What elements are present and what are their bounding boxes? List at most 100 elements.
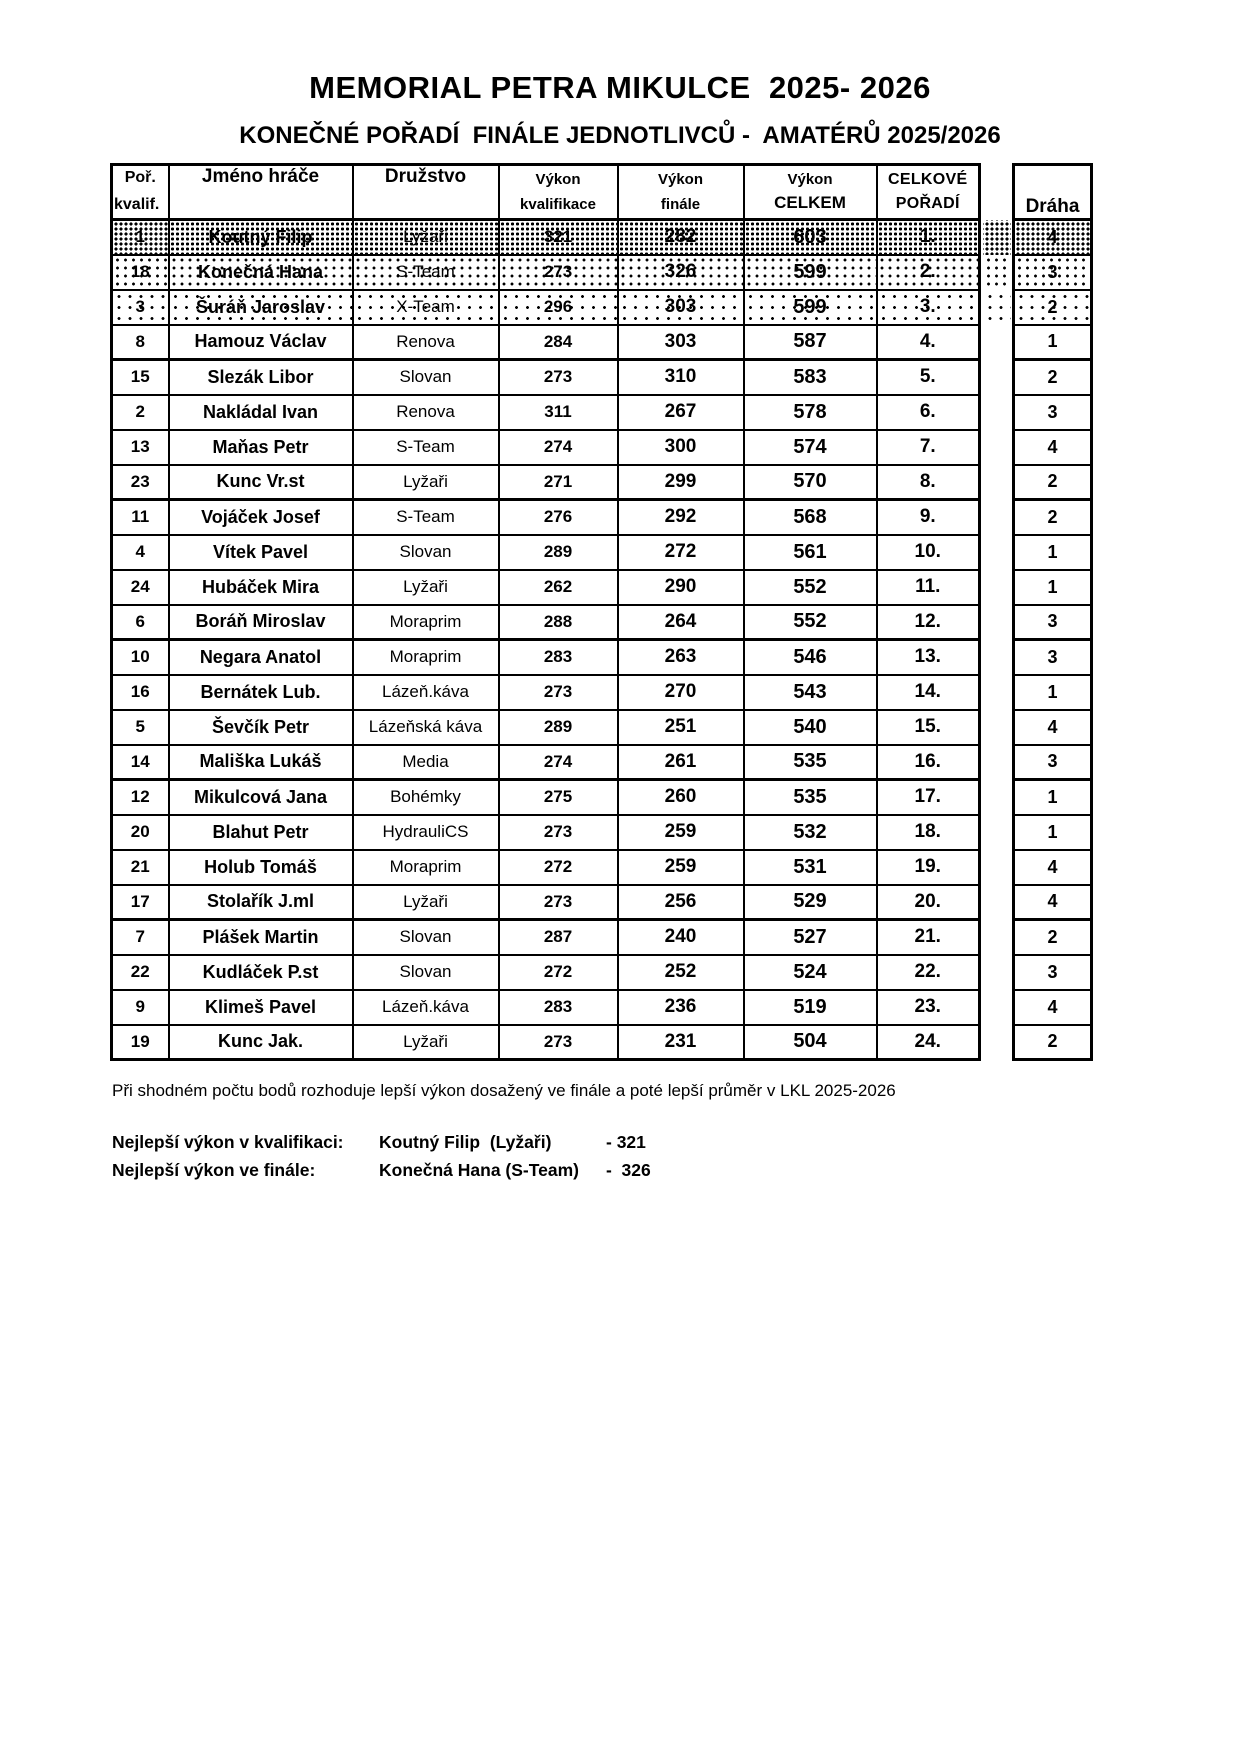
lane-row: 4 xyxy=(1012,988,1093,1026)
player-name-cell: Bernátek Lub. xyxy=(167,673,354,711)
gap-cell xyxy=(983,675,1011,710)
final-score-cell: 264 xyxy=(616,603,745,641)
final-score-cell: 252 xyxy=(616,953,745,991)
total-score-cell: 535 xyxy=(742,743,878,781)
gap-row xyxy=(983,605,1011,640)
table-row: 4 Vítek Pavel Slovan 289 272 561 10. xyxy=(110,533,981,571)
team-cell: HydrauliCS xyxy=(351,813,500,851)
table-row: 5 Ševčík Petr Lázeňská káva 289 251 540 15. xyxy=(110,708,981,746)
team-cell: S-Team xyxy=(351,428,500,466)
qualification-score-cell: 284 xyxy=(497,323,619,361)
lane-row: 1 xyxy=(1012,813,1093,851)
player-name-cell: Mikulcová Jana xyxy=(167,778,354,816)
table-row: 3 Šuráň Jaroslav X-Team 296 303 599 3. xyxy=(110,288,981,326)
best-final-label: Nejlepší výkon ve finále: xyxy=(112,1160,316,1180)
lane-header-row: Dráha xyxy=(1012,163,1093,221)
lane-row: 3 xyxy=(1012,603,1093,641)
overall-rank-cell: 11. xyxy=(875,568,981,606)
lane-cell: 2 xyxy=(1012,498,1093,536)
gap-row xyxy=(982,219,1011,255)
overall-rank-cell: 12. xyxy=(875,603,981,641)
total-score-cell: 543 xyxy=(742,673,878,711)
player-name-cell: Plášek Martin xyxy=(167,918,354,956)
table-row: 16 Bernátek Lub. Lázeň.káva 273 270 543 14. xyxy=(110,673,981,711)
final-score-cell: 290 xyxy=(616,568,745,606)
table-row: 1 Koutný Filip Lyžaři 321 282 603 1. xyxy=(110,218,981,256)
gap-cell xyxy=(983,535,1011,570)
qualifying-rank-cell: 17 xyxy=(110,883,170,921)
qualification-score-cell: 273 xyxy=(497,883,619,921)
final-score-cell: 236 xyxy=(616,988,745,1026)
table-row: 22 Kudláček P.st Slovan 272 252 524 22. xyxy=(110,953,981,991)
best-final-value: - 326 xyxy=(606,1160,651,1180)
gap-row xyxy=(983,990,1011,1025)
table-row: 23 Kunc Vr.st Lyžaři 271 299 570 8. xyxy=(110,463,981,501)
qualification-score-cell: 276 xyxy=(497,498,619,536)
gap-strip-body xyxy=(982,219,1011,1060)
gap-row xyxy=(983,815,1011,850)
qualifying-rank-cell: 18 xyxy=(110,253,170,291)
player-name-cell: Hamouz Václav xyxy=(167,323,354,361)
player-name-cell: Koutný Filip xyxy=(167,218,354,256)
gap-row xyxy=(983,325,1011,360)
lane-row: 1 xyxy=(1012,533,1093,571)
qualifying-rank-cell: 10 xyxy=(110,638,170,676)
gap-row xyxy=(983,570,1011,605)
table-row: 18 Konečná Hana S-Team 273 326 599 2. xyxy=(110,253,981,291)
qualifying-rank-cell: 6 xyxy=(110,603,170,641)
lane-cell: 3 xyxy=(1012,603,1093,641)
best-qualification-value: - 321 xyxy=(606,1132,646,1152)
overall-rank-cell: 9. xyxy=(875,498,981,536)
lane-cell: 4 xyxy=(1012,883,1093,921)
qualifying-rank-cell: 11 xyxy=(110,498,170,536)
lane-cell: 3 xyxy=(1012,953,1093,991)
final-score-cell: 299 xyxy=(616,463,745,501)
final-score-cell: 259 xyxy=(616,813,745,851)
lane-row: 3 xyxy=(1012,253,1093,291)
overall-rank-cell: 2. xyxy=(875,253,981,291)
table-row: 19 Kunc Jak. Lyžaři 273 231 504 24. xyxy=(110,1023,981,1061)
total-score-cell: 599 xyxy=(742,288,878,326)
gap-row xyxy=(983,920,1011,955)
table-row: 20 Blahut Petr HydrauliCS 273 259 532 18. xyxy=(110,813,981,851)
lane-cell: 2 xyxy=(1012,918,1093,956)
final-score-cell: 260 xyxy=(616,778,745,816)
gap-row xyxy=(983,430,1011,465)
final-score-cell: 251 xyxy=(616,708,745,746)
final-score-cell: 300 xyxy=(616,428,745,466)
team-cell: Bohémky xyxy=(351,778,500,816)
overall-rank-cell: 14. xyxy=(875,673,981,711)
final-score-cell: 231 xyxy=(616,1023,745,1061)
qualifying-rank-cell: 21 xyxy=(110,848,170,886)
qualification-score-cell: 273 xyxy=(497,1023,619,1061)
qualification-score-cell: 262 xyxy=(497,568,619,606)
player-name-cell: Konečná Hana xyxy=(167,253,354,291)
results-table-body: 1 Koutný Filip Lyžaři 321 282 603 1. 18 Konečná … xyxy=(110,218,981,1061)
overall-rank-cell: 10. xyxy=(875,533,981,571)
final-score-cell: 310 xyxy=(616,358,745,396)
overall-rank-cell: 21. xyxy=(875,918,981,956)
final-score-cell: 256 xyxy=(616,883,745,921)
header-row: Poř. kvalif. Jméno hráče Družstvo Výkon … xyxy=(110,163,981,221)
qualifying-rank-cell: 16 xyxy=(110,673,170,711)
table-row: 10 Negara Anatol Moraprim 283 263 546 13. xyxy=(110,638,981,676)
qualification-score-cell: 287 xyxy=(497,918,619,956)
gap-row xyxy=(983,885,1011,920)
lane-cell: 2 xyxy=(1012,358,1093,396)
lane-row: 1 xyxy=(1012,673,1093,711)
final-score-cell: 263 xyxy=(616,638,745,676)
total-score-cell: 535 xyxy=(742,778,878,816)
subtitle: KONEČNÉ POŘADÍ FINÁLE JEDNOTLIVCŮ - AMAT… xyxy=(239,122,1001,149)
gap-cell xyxy=(983,780,1011,815)
results-table-header: Poř. kvalif. Jméno hráče Družstvo Výkon … xyxy=(110,163,981,221)
header-player-name: Jméno hráče xyxy=(167,163,354,221)
lane-cell: 3 xyxy=(1012,253,1093,291)
player-name-cell: Stolařík J.ml xyxy=(167,883,354,921)
lane-row: 3 xyxy=(1012,393,1093,431)
gap-row xyxy=(983,395,1011,430)
qualifying-rank-cell: 12 xyxy=(110,778,170,816)
gap-cell xyxy=(983,745,1011,780)
team-cell: Slovan xyxy=(351,918,500,956)
lane-cell: 4 xyxy=(1012,218,1093,256)
